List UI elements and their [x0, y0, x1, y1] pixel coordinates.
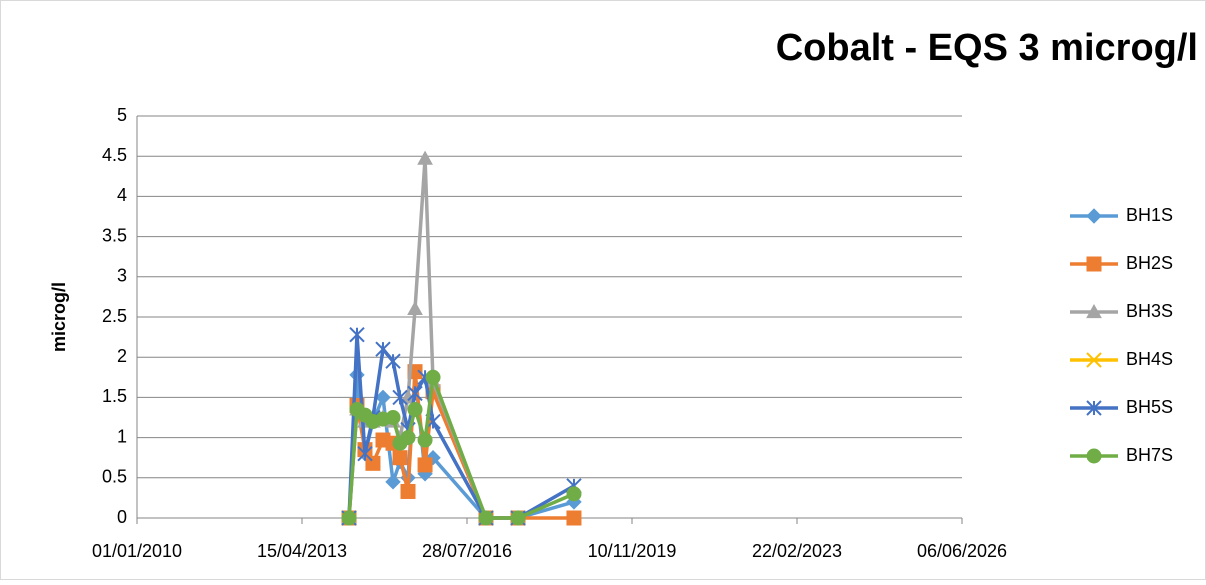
- y-tick-label: 1.5: [102, 386, 127, 406]
- marker: [1086, 352, 1102, 368]
- marker: [1086, 256, 1102, 272]
- legend-label: BH1S: [1126, 205, 1173, 225]
- x-tick-label: 06/06/2026: [917, 541, 1007, 561]
- y-tick-label: 2: [117, 346, 127, 366]
- marker: [375, 389, 391, 406]
- marker: [478, 510, 494, 526]
- legend-label: BH5S: [1126, 397, 1173, 417]
- marker: [341, 510, 357, 526]
- marker: [365, 455, 381, 471]
- marker: [392, 450, 408, 466]
- marker: [1086, 400, 1102, 416]
- y-tick-label: 0: [117, 507, 127, 527]
- series-line: [347, 334, 575, 520]
- y-axis-label: microg/l: [49, 282, 69, 352]
- marker: [1086, 448, 1102, 464]
- marker: [510, 510, 526, 526]
- marker: [407, 300, 423, 316]
- marker: [417, 457, 433, 473]
- marker: [417, 150, 433, 165]
- marker: [385, 474, 401, 490]
- marker: [407, 385, 423, 402]
- marker: [1086, 303, 1102, 319]
- marker: [385, 353, 401, 369]
- marker: [349, 326, 365, 343]
- chart-title: Cobalt - EQS 3 microg/l: [776, 27, 1198, 69]
- x-tick-label: 22/02/2023: [752, 541, 842, 561]
- legend-label: BH7S: [1126, 445, 1173, 465]
- y-tick-label: 0.5: [102, 467, 127, 487]
- marker: [566, 510, 582, 526]
- x-tick-label: 15/04/2013: [257, 541, 347, 561]
- marker: [566, 486, 582, 502]
- legend-label: BH2S: [1126, 253, 1173, 273]
- marker: [417, 432, 433, 448]
- y-tick-label: 4: [117, 185, 127, 205]
- y-tick-label: 3.5: [102, 225, 127, 245]
- marker: [385, 410, 401, 425]
- y-tick-label: 2.5: [102, 306, 127, 326]
- marker: [357, 445, 373, 462]
- y-tick-label: 3: [117, 266, 127, 286]
- x-tick-label: 28/07/2016: [422, 541, 512, 561]
- marker: [407, 401, 423, 417]
- marker: [425, 369, 441, 385]
- y-tick-label: 4.5: [102, 145, 127, 165]
- y-tick-label: 5: [117, 105, 127, 125]
- x-tick-label: 10/11/2019: [588, 541, 677, 561]
- marker: [1086, 208, 1102, 224]
- marker: [392, 389, 408, 406]
- marker: [375, 341, 391, 357]
- series: [341, 369, 582, 526]
- legend-label: BH3S: [1126, 301, 1173, 321]
- x-tick-label: 01/01/2010: [92, 541, 182, 561]
- marker: [400, 430, 416, 446]
- marker: [400, 483, 416, 499]
- legend-label: BH4S: [1126, 349, 1173, 369]
- y-tick-label: 1: [117, 426, 127, 446]
